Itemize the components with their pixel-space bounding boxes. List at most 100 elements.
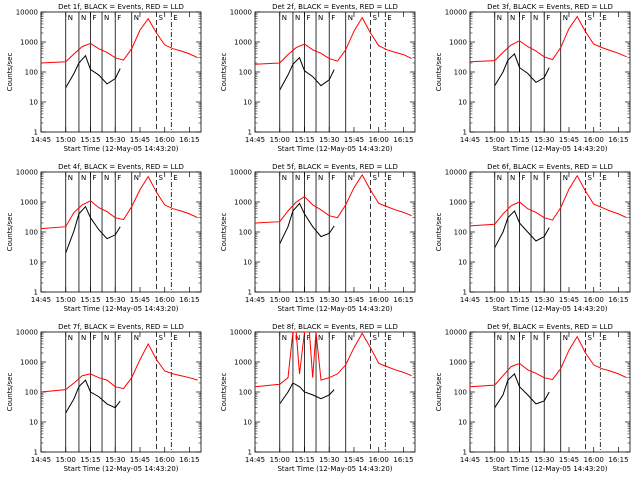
interval-marker-label: S xyxy=(372,174,377,182)
interval-marker-label: N xyxy=(510,174,515,182)
plot-title: Det 7f, BLACK = Events, RED = LLD xyxy=(58,323,184,331)
interval-marker-label: N xyxy=(134,334,139,342)
y-axis-label: Counts/sec xyxy=(220,373,228,412)
interval-marker-label: N xyxy=(533,334,538,342)
x-tick-label: 16:00 xyxy=(155,456,175,464)
y-tick-label: 10000 xyxy=(16,169,38,177)
interval-marker-label: N xyxy=(510,334,515,342)
x-tick-label: 16:00 xyxy=(155,296,175,304)
interval-marker-label: S xyxy=(372,14,377,22)
interval-marker-label: N xyxy=(68,174,73,182)
y-axis-label: Counts/sec xyxy=(6,213,14,252)
y-tick-label: 1 xyxy=(463,129,467,137)
interval-marker-label: S xyxy=(587,334,592,342)
interval-marker-label: F xyxy=(546,14,550,22)
x-tick-label: 16:00 xyxy=(584,136,604,144)
interval-marker-label: S xyxy=(158,174,163,182)
interval-marker-label: F xyxy=(546,174,550,182)
interval-marker-label: N xyxy=(282,334,287,342)
y-tick-label: 10 xyxy=(29,419,38,427)
detector-plot-5: 1 10 100 1000 10000 14:45 15:00 15:15 15:30 15:45… xyxy=(220,163,416,313)
y-tick-label: 10 xyxy=(458,259,467,267)
y-tick-label: 1 xyxy=(34,289,38,297)
plot-frame xyxy=(40,11,202,133)
y-tick-label: 10 xyxy=(243,259,252,267)
x-tick-label: 16:15 xyxy=(393,456,413,464)
plot-title: Det 3f, BLACK = Events, RED = LLD xyxy=(487,3,613,11)
lld-series-line xyxy=(254,16,412,65)
x-axis-label: Start Time (12-May-05 14:43:20) xyxy=(492,145,607,153)
y-tick-label: 10 xyxy=(458,99,467,107)
interval-marker-label: N xyxy=(533,14,538,22)
interval-marker-label: S xyxy=(158,14,163,22)
y-tick-label: 10000 xyxy=(16,329,38,337)
interval-marker-label: F xyxy=(331,14,335,22)
y-tick-label: 100 xyxy=(239,229,252,237)
x-tick-label: 15:15 xyxy=(509,136,529,144)
interval-marker-label: F xyxy=(306,334,310,342)
y-axis-label: Counts/sec xyxy=(6,53,14,92)
y-tick-label: 1000 xyxy=(449,359,467,367)
y-tick-label: 100 xyxy=(25,389,38,397)
y-tick-label: 100 xyxy=(454,69,467,77)
interval-marker-label: E xyxy=(387,14,391,22)
x-tick-label: 15:45 xyxy=(130,136,150,144)
events-series-line xyxy=(65,379,121,414)
y-tick-label: 10000 xyxy=(230,169,252,177)
lld-series-line xyxy=(40,342,198,393)
x-tick-label: 16:00 xyxy=(584,296,604,304)
lld-series-line xyxy=(254,331,412,388)
x-tick-label: 16:15 xyxy=(179,456,199,464)
y-tick-label: 100 xyxy=(25,229,38,237)
y-tick-label: 10 xyxy=(458,419,467,427)
plot-title: Det 8f, BLACK = Events, RED = LLD xyxy=(272,323,398,331)
lld-series-line xyxy=(469,174,627,227)
y-tick-label: 10 xyxy=(243,99,252,107)
y-tick-label: 1000 xyxy=(20,199,38,207)
interval-marker-label: N xyxy=(81,174,86,182)
y-tick-label: 10 xyxy=(243,419,252,427)
x-tick-label: 15:45 xyxy=(130,296,150,304)
y-tick-label: 1 xyxy=(34,129,38,137)
interval-marker-label: N xyxy=(348,174,353,182)
x-tick-label: 16:00 xyxy=(584,456,604,464)
y-tick-label: 10 xyxy=(29,259,38,267)
detector-plot-4: 1 10 100 1000 10000 14:45 15:00 15:15 15:30 15:45… xyxy=(6,163,202,313)
y-tick-label: 1 xyxy=(463,289,467,297)
interval-marker-label: F xyxy=(92,14,96,22)
x-tick-label: 16:15 xyxy=(179,136,199,144)
x-tick-label: 15:45 xyxy=(344,456,364,464)
interval-marker-label: N xyxy=(533,174,538,182)
y-tick-label: 100 xyxy=(25,69,38,77)
y-tick-label: 1 xyxy=(34,449,38,457)
interval-marker-label: N xyxy=(563,334,568,342)
x-tick-label: 15:45 xyxy=(130,456,150,464)
y-tick-label: 10000 xyxy=(230,329,252,337)
x-tick-label: 16:00 xyxy=(369,136,389,144)
x-tick-label: 15:45 xyxy=(344,136,364,144)
x-tick-label: 15:00 xyxy=(270,456,290,464)
interval-marker-label: N xyxy=(104,14,109,22)
x-tick-label: 14:45 xyxy=(31,136,51,144)
x-axis-label: Start Time (12-May-05 14:43:20) xyxy=(63,305,178,313)
plot-frame xyxy=(469,171,631,293)
x-tick-label: 14:45 xyxy=(460,456,480,464)
interval-marker-label: E xyxy=(387,334,391,342)
plot-title: Det 9f, BLACK = Events, RED = LLD xyxy=(487,323,613,331)
interval-marker-label: N xyxy=(318,334,323,342)
interval-marker-label: N xyxy=(81,14,86,22)
x-tick-label: 15:30 xyxy=(319,296,339,304)
x-tick-label: 15:45 xyxy=(559,296,579,304)
interval-marker-label: N xyxy=(318,14,323,22)
y-axis-label: Counts/sec xyxy=(6,373,14,412)
y-axis-label: Counts/sec xyxy=(435,373,443,412)
interval-marker-label: N xyxy=(104,334,109,342)
events-series-line xyxy=(279,56,335,91)
interval-marker-label: N xyxy=(282,14,287,22)
x-tick-label: 15:00 xyxy=(270,296,290,304)
interval-marker-label: F xyxy=(331,334,335,342)
x-tick-label: 15:30 xyxy=(534,136,554,144)
interval-marker-label: F xyxy=(117,14,121,22)
y-tick-label: 100 xyxy=(454,389,467,397)
